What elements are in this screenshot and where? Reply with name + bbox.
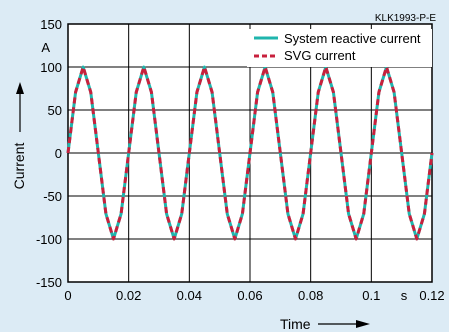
x-axis-arrowhead (356, 320, 370, 328)
x-axis-title: Time (280, 316, 370, 332)
y-tick-label: -50 (43, 189, 62, 204)
x-tick-label: 0.02 (116, 288, 141, 303)
series-svg-current (66, 65, 434, 241)
y-tick-label: 50 (48, 103, 62, 118)
legend-box (247, 29, 432, 67)
x-tick-label: 0.04 (177, 288, 202, 303)
y-tick-label: 0 (55, 146, 62, 161)
y-tick-label: -150 (36, 275, 62, 290)
y-unit-label: A (41, 40, 50, 55)
y-axis-label: Current (11, 143, 27, 190)
x-axis-label: Time (280, 316, 311, 332)
legend-label-system-reactive: System reactive current (284, 31, 421, 46)
x-tick-labels: 0 0.02 0.04 0.06 0.08 0.1 0.12 (64, 288, 444, 303)
y-tick-label: -100 (36, 232, 62, 247)
y-axis-title: Current (11, 82, 27, 189)
legend: System reactive current SVG current (247, 29, 432, 67)
x-tick-label: 0.1 (362, 288, 380, 303)
series-lines (66, 65, 434, 241)
legend-label-svg-current: SVG current (284, 48, 356, 63)
x-unit-label: s (401, 288, 408, 303)
x-tick-label: 0 (64, 288, 71, 303)
y-tick-label: 150 (40, 17, 62, 32)
code-label: KLK1993-P-E (375, 13, 436, 24)
y-tick-labels: 150 100 50 0 -50 -100 -150 (36, 17, 62, 290)
x-tick-label: 0.06 (237, 288, 262, 303)
x-tick-label: 0.12 (419, 288, 444, 303)
x-tick-label: 0.08 (298, 288, 323, 303)
y-axis-arrowhead (16, 82, 24, 94)
y-tick-label: 100 (40, 60, 62, 75)
